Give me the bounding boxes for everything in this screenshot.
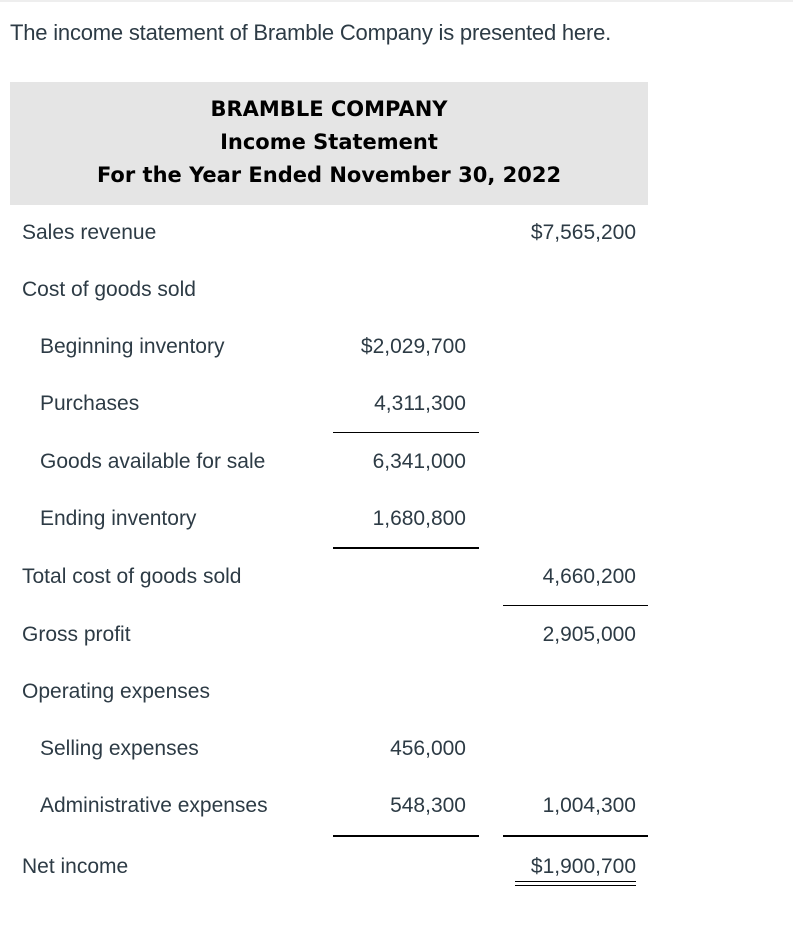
row-label: Operating expenses (22, 680, 210, 703)
row-label: Administrative expenses (40, 794, 268, 817)
company-name: BRAMBLE COMPANY (210, 97, 448, 121)
row-label: Total cost of goods sold (22, 565, 242, 588)
subtotal-rule (333, 432, 479, 433)
statement-period: For the Year Ended November 30, 2022 (96, 163, 562, 187)
subtotal-rule (503, 835, 648, 837)
statement-title: Income Statement (220, 130, 438, 154)
row-value-col1: 548,300 (390, 794, 466, 817)
subtotal-rule (333, 547, 479, 549)
row-sales-revenue: Sales revenue $7,565,200 (0, 221, 793, 251)
row-gross-profit: Gross profit 2,905,000 (0, 623, 793, 653)
row-value-col2: 4,660,200 (542, 565, 636, 588)
row-value-col1: 6,341,000 (372, 450, 466, 473)
statement-header: BRAMBLE COMPANY Income Statement For the… (10, 82, 648, 205)
row-cost-of-goods-sold: Cost of goods sold (0, 278, 793, 308)
row-value-col1: $2,029,700 (360, 335, 466, 358)
row-label: Purchases (40, 392, 140, 415)
top-border (0, 0, 793, 2)
row-label: Sales revenue (22, 221, 157, 244)
row-value-col1: 1,680,800 (372, 507, 466, 530)
row-label: Goods available for sale (40, 450, 266, 473)
row-ending-inventory: Ending inventory 1,680,800 (0, 507, 793, 537)
row-value-col2: $7,565,200 (530, 221, 636, 244)
row-selling-expenses: Selling expenses 456,000 (0, 737, 793, 767)
row-value-col1: 456,000 (390, 737, 466, 760)
row-value-col2: $1,900,700 (530, 855, 636, 878)
row-value-col1: 4,311,300 (374, 392, 466, 415)
row-label: Cost of goods sold (22, 278, 196, 301)
row-value-col2: 2,905,000 (542, 623, 636, 646)
subtotal-rule (503, 605, 648, 606)
double-underline (515, 881, 636, 886)
row-beginning-inventory: Beginning inventory $2,029,700 (0, 335, 793, 365)
row-value-col2: 1,004,300 (542, 794, 636, 817)
row-label: Ending inventory (40, 507, 197, 530)
intro-text: The income statement of Bramble Company … (10, 20, 612, 45)
row-goods-available: Goods available for sale 6,341,000 (0, 450, 793, 480)
row-label: Gross profit (22, 623, 131, 646)
row-label: Beginning inventory (40, 335, 225, 358)
subtotal-rule (333, 835, 479, 837)
row-label: Selling expenses (40, 737, 199, 760)
row-net-income: Net income $1,900,700 (0, 855, 793, 885)
row-label: Net income (22, 855, 129, 878)
row-purchases: Purchases 4,311,300 (0, 392, 793, 422)
row-administrative-expenses: Administrative expenses 548,300 1,004,30… (0, 794, 793, 824)
row-total-cogs: Total cost of goods sold 4,660,200 (0, 565, 793, 595)
row-operating-expenses: Operating expenses (0, 680, 793, 710)
